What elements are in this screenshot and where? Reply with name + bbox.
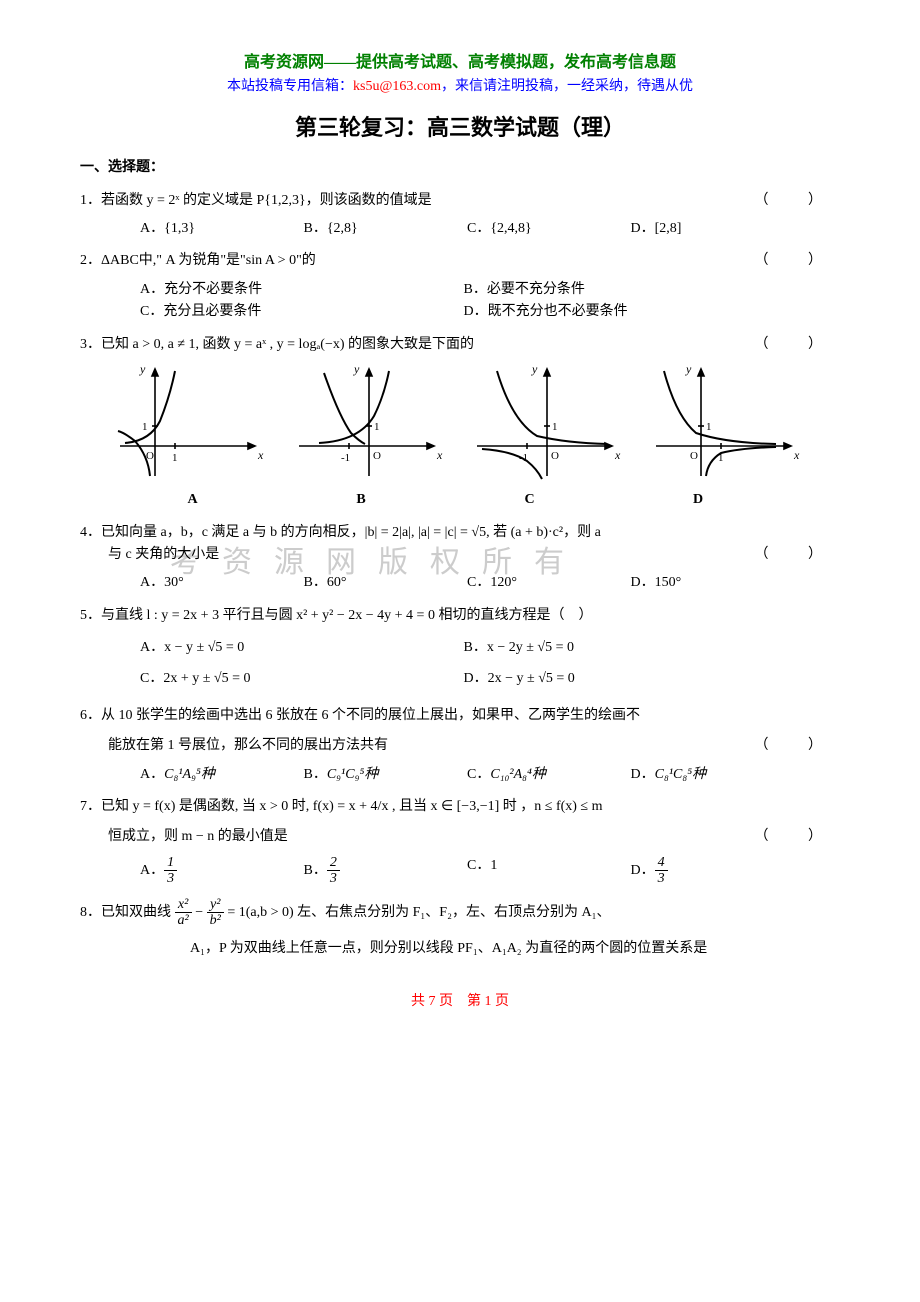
svg-text:1: 1 [142,421,148,433]
svg-text:O: O [373,450,381,462]
header-post: ，来信请注明投稿，一经采纳，待遇从优 [441,79,693,94]
graph-d-icon: x y O 1 1 [646,361,801,481]
q4-opt-a: A．30° [140,572,300,594]
q5-stem: 5．与直线 l : y = 2x + 3 平行且与圆 x² + y² − 2x … [80,608,592,623]
label-c: C [447,489,612,511]
label-d: D [616,489,781,511]
q7-stem-b: 恒成立，则 m − n 的最小值是 [108,829,288,844]
svg-text:x: x [614,448,621,462]
q6-opt-b: B．C₉¹C₉⁵种 [304,764,464,786]
section-heading: 一、选择题： [80,157,840,179]
q2-opt-d: D．既不充分也不必要条件 [464,301,784,323]
svg-text:y: y [685,362,692,376]
q6-stem-b: 能放在第 1 号展位，那么不同的展出方法共有 [108,738,388,753]
q7-opt-a: A．13 [140,855,300,887]
graph-a-icon: x y O 1 1 [110,361,265,481]
answer-bracket: （ ） [755,544,841,566]
q8-minus: − [195,905,206,920]
q8-frac2: y²b² [207,897,224,929]
q2-stem: 2．ΔABC中," A 为锐角"是"sin A > 0"的 [80,253,316,268]
q8-stem-a-post: = 1(a,b > 0) 左、右焦点分别为 F₁、F₂，左、右顶点分别为 A₁、 [227,905,610,920]
q7-opt-c: C．1 [467,855,627,877]
q4-stem-a: 4．已知向量 a，b，c 满足 a 与 b 的方向相反，|b| = 2|a|, … [80,525,601,540]
svg-text:1: 1 [172,452,178,464]
q8-frac1: x²a² [175,897,192,929]
header-line1: 高考资源网——提供高考试题、高考模拟题，发布高考信息题 [80,50,840,76]
svg-text:y: y [353,362,360,376]
q4-opt-c: C．120° [467,572,627,594]
header-email: ks5u@163.com [353,79,441,94]
answer-bracket: （ ） [755,826,841,848]
q2-opt-c: C．充分且必要条件 [140,301,460,323]
q5-opt-a: A．x − y ± √5 = 0 [140,633,460,664]
page-title: 第三轮复习：高三数学试题（理） [80,110,840,145]
question-5: 5．与直线 l : y = 2x + 3 平行且与圆 x² + y² − 2x … [80,605,840,695]
q1-stem: 1．若函数 y = 2ˣ 的定义域是 P{1,2,3}，则该函数的值域是 [80,193,432,208]
question-6: 6．从 10 张学生的绘画中选出 6 张放在 6 个不同的展位上展出，如果甲、乙… [80,705,840,786]
q1-opt-c: C．{2,4,8} [467,218,627,240]
q1-opt-a: A．{1,3} [140,218,300,240]
header-pre: 本站投稿专用信箱： [227,79,353,94]
q7-opt-d: D．43 [631,855,791,887]
svg-text:x: x [257,448,264,462]
q6-opt-c: C．C₁₀²A₈⁴种 [467,764,627,786]
graph-c-icon: x y O 1 -1 [467,361,622,481]
svg-text:O: O [551,450,559,462]
question-2: （ ） 2．ΔABC中," A 为锐角"是"sin A > 0"的 A．充分不必… [80,250,840,323]
q4-stem-b: 与 c 夹角的大小是 [108,547,219,562]
q2-opt-b: B．必要不充分条件 [464,279,784,301]
q1-opt-b: B．{2,8} [304,218,464,240]
question-1: （ ） 1．若函数 y = 2ˣ 的定义域是 P{1,2,3}，则该函数的值域是… [80,190,840,241]
question-7: 7．已知 y = f(x) 是偶函数, 当 x > 0 时, f(x) = x … [80,796,840,887]
q5-opt-b: B．x − 2y ± √5 = 0 [464,633,784,664]
label-a: A [110,489,275,511]
q3-graphs: x y O 1 1 x y O 1 -1 [110,361,840,489]
q3-stem: 3．已知 a > 0, a ≠ 1, 函数 y = aˣ , y = logₐ(… [80,337,474,352]
answer-bracket: （ ） [755,334,841,356]
q4-opt-b: B．60° [304,572,464,594]
svg-text:y: y [139,362,146,376]
svg-text:-1: -1 [341,452,350,464]
svg-text:x: x [436,448,443,462]
q1-opt-d: D．[2,8] [631,218,791,240]
label-b: B [279,489,444,511]
q6-stem-a: 6．从 10 张学生的绘画中选出 6 张放在 6 个不同的展位上展出，如果甲、乙… [80,708,640,723]
svg-text:1: 1 [706,421,712,433]
q7-stem-a: 7．已知 y = f(x) 是偶函数, 当 x > 0 时, f(x) = x … [80,799,603,814]
q8-stem-a-pre: 8．已知双曲线 [80,905,175,920]
q7-opt-b: B．23 [304,855,464,887]
svg-text:O: O [690,450,698,462]
svg-text:x: x [793,448,800,462]
q2-opt-a: A．充分不必要条件 [140,279,460,301]
answer-bracket: （ ） [755,190,841,212]
answer-bracket: （ ） [755,735,841,757]
q6-opt-d: D．C₈¹C₈⁵种 [631,764,791,786]
question-4: 4．已知向量 a，b，c 满足 a 与 b 的方向相反，|b| = 2|a|, … [80,522,840,595]
q5-opt-c: C．2x + y ± √5 = 0 [140,664,460,695]
svg-text:1: 1 [552,421,558,433]
svg-text:1: 1 [374,421,380,433]
q5-opt-d: D．2x − y ± √5 = 0 [464,664,784,695]
question-3: （ ） 3．已知 a > 0, a ≠ 1, 函数 y = aˣ , y = l… [80,334,840,512]
answer-bracket: （ ） [755,250,841,272]
q3-graph-labels: A B C D [110,489,840,511]
q8-stem-b: A₁，P 为双曲线上任意一点，则分别以线段 PF₁、A₁A₂ 为直径的两个圆的位… [190,938,840,960]
q4-opt-d: D．150° [631,572,791,594]
header-line2: 本站投稿专用信箱：ks5u@163.com，来信请注明投稿，一经采纳，待遇从优 [80,76,840,98]
q6-opt-a: A．C₈¹A₉⁵种 [140,764,300,786]
page-footer: 共 7 页 第 1 页 [80,991,840,1013]
graph-b-icon: x y O 1 -1 [289,361,444,481]
svg-text:y: y [531,362,538,376]
question-8: 8．已知双曲线 x²a² − y²b² = 1(a,b > 0) 左、右焦点分别… [80,897,840,961]
